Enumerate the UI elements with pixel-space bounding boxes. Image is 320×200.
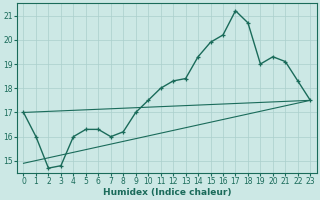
X-axis label: Humidex (Indice chaleur): Humidex (Indice chaleur) (103, 188, 231, 197)
